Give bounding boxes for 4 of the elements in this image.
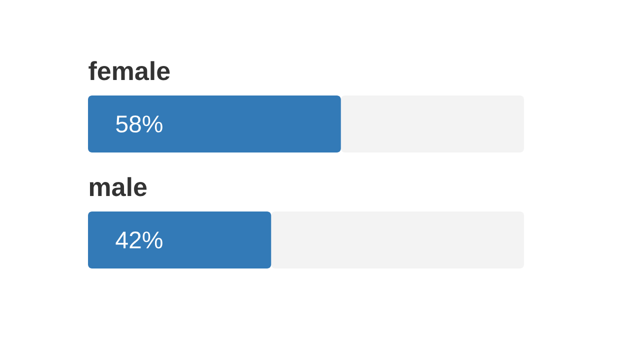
y-tick-label: male — [90, 177, 147, 196]
data-label: 58% — [116, 115, 162, 132]
y-tick-label: female — [88, 61, 170, 80]
data-label: 42% — [116, 232, 162, 248]
